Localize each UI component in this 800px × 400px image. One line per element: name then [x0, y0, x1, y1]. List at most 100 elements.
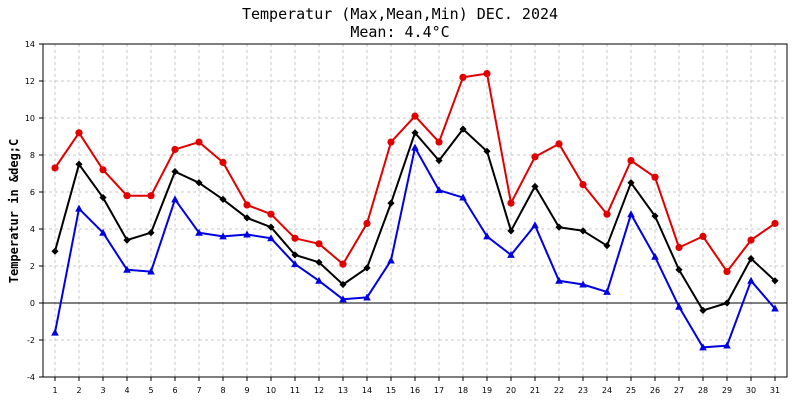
- point-max: [483, 70, 491, 78]
- x-tick-label: 21: [530, 386, 540, 395]
- point-mean: [99, 193, 107, 202]
- point-mean: [411, 129, 419, 137]
- x-tick-label: 2: [76, 386, 81, 395]
- plot-frame: [42, 43, 788, 378]
- point-mean: [243, 214, 251, 222]
- point-min: [627, 210, 635, 218]
- point-min: [699, 343, 707, 351]
- point-min: [675, 302, 683, 310]
- point-mean: [75, 160, 83, 168]
- point-min: [99, 228, 107, 236]
- x-tick-label: 15: [386, 386, 396, 395]
- point-min: [387, 256, 395, 264]
- point-mean: [483, 147, 491, 155]
- point-max: [99, 166, 107, 174]
- point-max: [507, 199, 515, 207]
- point-mean: [51, 247, 59, 255]
- x-tick-label: 23: [578, 386, 588, 395]
- point-max: [603, 210, 611, 218]
- y-tick-label: 14: [25, 40, 35, 49]
- y-tick-label: -4: [27, 373, 35, 382]
- point-min: [243, 230, 251, 238]
- point-mean: [123, 236, 131, 244]
- point-mean: [723, 299, 731, 307]
- point-mean: [459, 125, 467, 133]
- point-max: [75, 129, 83, 137]
- point-mean: [267, 223, 275, 231]
- point-max: [555, 140, 563, 148]
- point-mean: [315, 258, 323, 266]
- point-max: [363, 219, 371, 228]
- point-mean: [627, 179, 635, 187]
- y-tick-label: 12: [25, 77, 35, 86]
- x-tick-label: 5: [148, 386, 153, 395]
- point-mean: [603, 242, 611, 250]
- point-max: [267, 210, 275, 218]
- point-mean: [771, 277, 779, 285]
- point-max: [435, 138, 443, 146]
- point-min: [291, 260, 299, 268]
- point-mean: [387, 199, 395, 207]
- x-tick-label: 28: [698, 386, 708, 395]
- x-tick-label: 8: [220, 386, 225, 395]
- y-tick-label: 6: [30, 188, 35, 197]
- point-min: [507, 250, 515, 258]
- point-max: [243, 201, 251, 209]
- point-max: [339, 260, 347, 268]
- point-min: [195, 228, 203, 236]
- point-min: [651, 252, 659, 260]
- point-min: [75, 204, 83, 212]
- point-max: [459, 73, 467, 81]
- point-min: [723, 341, 731, 349]
- point-min: [483, 232, 491, 240]
- x-tick-label: 13: [338, 386, 348, 395]
- point-mean: [555, 223, 563, 231]
- point-mean: [579, 227, 587, 235]
- x-tick-label: 19: [482, 386, 492, 395]
- x-tick-label: 4: [124, 386, 129, 395]
- x-tick-label: 29: [722, 386, 732, 395]
- point-min: [411, 143, 419, 151]
- point-max: [315, 240, 323, 248]
- point-mean: [531, 182, 539, 191]
- y-tick-label: 4: [30, 225, 35, 234]
- point-mean: [507, 227, 515, 235]
- x-tick-label: 12: [314, 386, 324, 395]
- point-min: [339, 295, 347, 303]
- point-mean: [675, 266, 683, 274]
- x-tick-label: 24: [602, 386, 612, 395]
- x-tick-label: 11: [290, 386, 300, 395]
- point-mean: [699, 306, 707, 314]
- point-min: [219, 232, 227, 240]
- point-min: [171, 195, 179, 203]
- y-tick-label: 2: [30, 262, 35, 271]
- x-tick-label: 27: [674, 386, 684, 395]
- point-min: [579, 280, 587, 288]
- x-tick-label: 14: [362, 386, 372, 395]
- x-tick-label: 3: [100, 386, 105, 395]
- point-max: [147, 192, 155, 200]
- point-min: [51, 328, 59, 336]
- point-mean: [339, 280, 347, 289]
- point-min: [771, 304, 779, 312]
- x-tick-label: 26: [650, 386, 660, 395]
- point-mean: [651, 212, 659, 220]
- point-max: [675, 243, 683, 252]
- point-min: [603, 287, 611, 295]
- point-max: [771, 219, 779, 228]
- x-tick-label: 22: [554, 386, 564, 395]
- point-max: [723, 267, 731, 276]
- point-max: [699, 232, 707, 240]
- point-max: [51, 164, 59, 172]
- x-tick-label: 20: [506, 386, 516, 395]
- point-mean: [219, 195, 227, 203]
- y-tick-label: 10: [25, 114, 35, 123]
- point-min: [315, 276, 323, 284]
- point-min: [747, 276, 755, 284]
- x-tick-label: 1: [52, 386, 57, 395]
- x-tick-label: 16: [410, 386, 420, 395]
- x-tick-label: 25: [626, 386, 636, 395]
- point-max: [219, 158, 227, 166]
- x-tick-label: 18: [458, 386, 468, 395]
